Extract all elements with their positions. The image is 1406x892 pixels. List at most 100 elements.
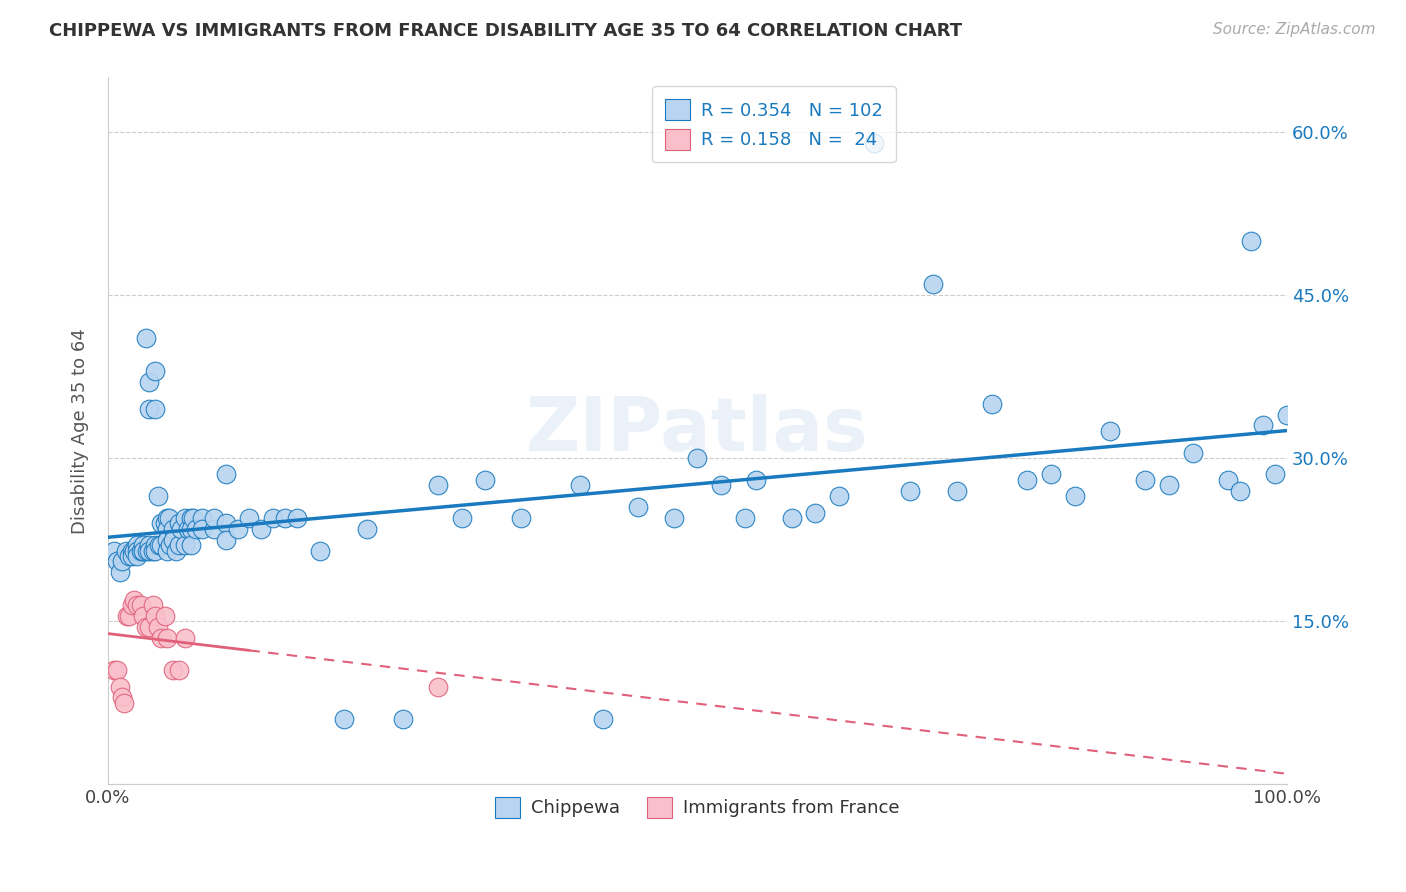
Point xyxy=(156,522,179,536)
Point xyxy=(162,522,184,536)
Point xyxy=(162,663,184,677)
Point xyxy=(143,364,166,378)
Point xyxy=(114,543,136,558)
Point xyxy=(173,538,195,552)
Point xyxy=(202,522,225,536)
Point xyxy=(427,680,450,694)
Point xyxy=(129,543,152,558)
Point xyxy=(127,538,149,552)
Point xyxy=(274,511,297,525)
Text: CHIPPEWA VS IMMIGRANTS FROM FRANCE DISABILITY AGE 35 TO 64 CORRELATION CHART: CHIPPEWA VS IMMIGRANTS FROM FRANCE DISAB… xyxy=(49,22,962,40)
Point xyxy=(309,543,332,558)
Point xyxy=(181,511,204,525)
Point xyxy=(173,511,195,525)
Point xyxy=(132,538,155,552)
Point xyxy=(146,489,169,503)
Point xyxy=(191,511,214,525)
Point xyxy=(1135,473,1157,487)
Point xyxy=(132,543,155,558)
Point xyxy=(1017,473,1039,487)
Point xyxy=(127,549,149,563)
Point xyxy=(127,543,149,558)
Y-axis label: Disability Age 35 to 64: Disability Age 35 to 64 xyxy=(72,328,89,533)
Point xyxy=(734,511,756,525)
Point xyxy=(143,538,166,552)
Point xyxy=(114,696,136,710)
Point xyxy=(135,331,157,345)
Point xyxy=(107,554,129,568)
Point xyxy=(391,712,413,726)
Point xyxy=(121,549,143,563)
Point xyxy=(138,543,160,558)
Text: Source: ZipAtlas.com: Source: ZipAtlas.com xyxy=(1212,22,1375,37)
Point xyxy=(179,522,201,536)
Point xyxy=(135,620,157,634)
Point xyxy=(945,483,967,498)
Point xyxy=(118,608,141,623)
Point xyxy=(686,451,709,466)
Point xyxy=(238,511,260,525)
Point xyxy=(215,467,238,482)
Point xyxy=(142,543,165,558)
Point xyxy=(568,478,591,492)
Point xyxy=(450,511,472,525)
Point xyxy=(215,533,238,547)
Point xyxy=(509,511,531,525)
Point xyxy=(143,402,166,417)
Point xyxy=(150,538,173,552)
Point xyxy=(122,543,145,558)
Point xyxy=(627,500,650,514)
Point xyxy=(129,598,152,612)
Point xyxy=(1216,473,1239,487)
Point xyxy=(1229,483,1251,498)
Point xyxy=(132,543,155,558)
Point xyxy=(156,511,179,525)
Point xyxy=(1157,478,1180,492)
Point xyxy=(981,397,1004,411)
Point xyxy=(159,538,181,552)
Point xyxy=(186,522,208,536)
Point xyxy=(167,663,190,677)
Point xyxy=(138,402,160,417)
Point xyxy=(922,277,945,291)
Point xyxy=(179,538,201,552)
Point xyxy=(135,543,157,558)
Point xyxy=(804,506,827,520)
Point xyxy=(132,608,155,623)
Point xyxy=(138,538,160,552)
Point xyxy=(1240,234,1263,248)
Point xyxy=(191,522,214,536)
Point xyxy=(202,511,225,525)
Point xyxy=(156,533,179,547)
Point xyxy=(474,473,496,487)
Point xyxy=(780,511,803,525)
Point xyxy=(143,608,166,623)
Point xyxy=(127,598,149,612)
Point xyxy=(179,511,201,525)
Point xyxy=(138,375,160,389)
Point xyxy=(103,543,125,558)
Point xyxy=(165,543,187,558)
Point xyxy=(156,543,179,558)
Point xyxy=(177,522,200,536)
Point xyxy=(157,511,180,525)
Point xyxy=(170,522,193,536)
Point xyxy=(173,631,195,645)
Point xyxy=(332,712,354,726)
Point xyxy=(1181,445,1204,459)
Point xyxy=(828,489,851,503)
Point xyxy=(121,543,143,558)
Point xyxy=(1098,424,1121,438)
Point xyxy=(108,566,131,580)
Point xyxy=(262,511,284,525)
Point xyxy=(142,598,165,612)
Point xyxy=(138,620,160,634)
Point xyxy=(250,522,273,536)
Point xyxy=(1275,408,1298,422)
Point xyxy=(118,549,141,563)
Point xyxy=(153,516,176,531)
Point xyxy=(1040,467,1063,482)
Point xyxy=(108,680,131,694)
Point xyxy=(1251,418,1274,433)
Point xyxy=(745,473,768,487)
